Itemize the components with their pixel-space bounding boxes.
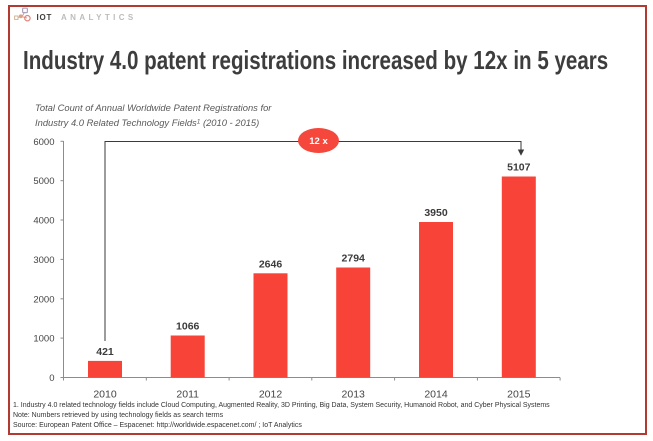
svg-text:421: 421: [96, 346, 114, 358]
svg-text:4000: 4000: [33, 216, 54, 227]
svg-text:2012: 2012: [259, 388, 283, 400]
svg-text:2646: 2646: [259, 258, 283, 270]
svg-text:2013: 2013: [342, 388, 366, 400]
svg-text:5107: 5107: [507, 162, 531, 174]
svg-text:5000: 5000: [33, 176, 54, 187]
svg-text:2010: 2010: [93, 388, 117, 400]
svg-text:0: 0: [49, 373, 54, 384]
svg-text:3000: 3000: [33, 255, 54, 266]
svg-text:1000: 1000: [33, 334, 54, 345]
svg-text:1066: 1066: [176, 321, 200, 333]
svg-text:2794: 2794: [342, 253, 366, 265]
svg-text:2015: 2015: [507, 388, 531, 400]
svg-text:3950: 3950: [424, 207, 448, 219]
svg-text:6000: 6000: [33, 137, 54, 148]
svg-text:2011: 2011: [176, 388, 199, 400]
svg-text:2000: 2000: [33, 294, 54, 305]
svg-text:2014: 2014: [424, 388, 448, 400]
svg-text:12 x: 12 x: [309, 136, 328, 147]
